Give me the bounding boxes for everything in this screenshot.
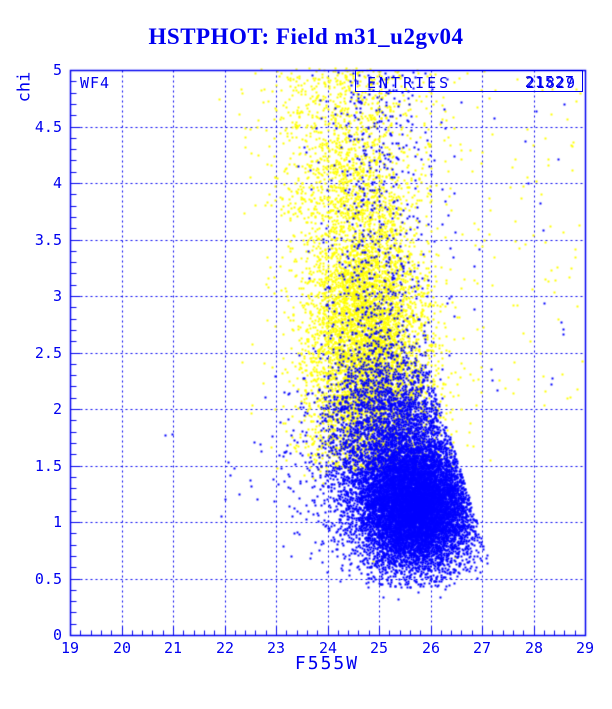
x-tick-label: 21: [163, 639, 183, 657]
page-title: HSTPHOT: Field m31_u2gv04: [148, 24, 464, 49]
x-tick-label: 22: [215, 639, 235, 657]
x-tick-label: 26: [421, 639, 441, 657]
stats-entries-value-2: 21527: [524, 73, 575, 91]
y-tick-label: 3: [52, 287, 62, 305]
y-tick-label: 2.5: [34, 344, 62, 362]
y-tick-label: 0.5: [34, 570, 62, 588]
x-tick-label: 19: [60, 639, 80, 657]
detector-label: WF4: [80, 74, 111, 92]
y-tick-label: 4.5: [34, 118, 62, 136]
y-tick-label: 1.5: [34, 457, 62, 475]
x-axis-label: F555W: [294, 653, 360, 674]
x-tick-label: 20: [112, 639, 132, 657]
x-tick-label: 25: [369, 639, 389, 657]
stats-entries-value-1: 21829: [525, 74, 576, 92]
y-tick-label: 5: [52, 61, 62, 79]
x-tick-label: 24: [318, 639, 338, 657]
y-tick-label: 4: [52, 174, 62, 192]
x-tick-label: 28: [524, 639, 544, 657]
x-tick-label: 27: [472, 639, 492, 657]
stats-entries-label: ENTRIES: [367, 74, 452, 92]
y-tick-label: 2: [52, 400, 62, 418]
y-tick-label: 3.5: [34, 231, 62, 249]
x-tick-label: 29: [575, 639, 595, 657]
stats-box: ENTRIES 21829 21527: [355, 70, 583, 92]
y-tick-label: 1: [52, 513, 62, 531]
x-tick-label: 23: [266, 639, 286, 657]
y-tick-label: 0: [52, 626, 62, 644]
